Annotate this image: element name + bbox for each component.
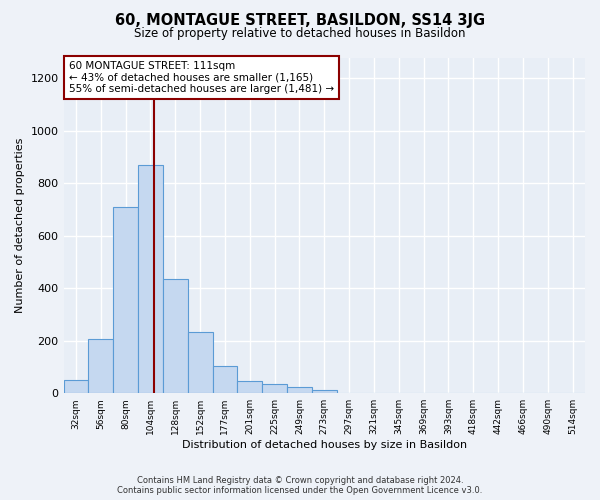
Text: 60 MONTAGUE STREET: 111sqm
← 43% of detached houses are smaller (1,165)
55% of s: 60 MONTAGUE STREET: 111sqm ← 43% of deta… (69, 61, 334, 94)
Y-axis label: Number of detached properties: Number of detached properties (15, 138, 25, 313)
Text: Size of property relative to detached houses in Basildon: Size of property relative to detached ho… (134, 28, 466, 40)
X-axis label: Distribution of detached houses by size in Basildon: Distribution of detached houses by size … (182, 440, 467, 450)
Bar (163, 279, 188, 393)
Text: Contains HM Land Registry data © Crown copyright and database right 2024.
Contai: Contains HM Land Registry data © Crown c… (118, 476, 482, 495)
Bar (88, 340, 113, 393)
Bar (287, 386, 312, 393)
Bar (238, 381, 262, 393)
Bar (188, 332, 212, 393)
Bar (212, 366, 238, 393)
Bar (138, 165, 163, 393)
Bar (64, 380, 88, 393)
Bar (113, 207, 138, 393)
Bar (312, 390, 337, 393)
Text: 60, MONTAGUE STREET, BASILDON, SS14 3JG: 60, MONTAGUE STREET, BASILDON, SS14 3JG (115, 12, 485, 28)
Bar (262, 384, 287, 393)
